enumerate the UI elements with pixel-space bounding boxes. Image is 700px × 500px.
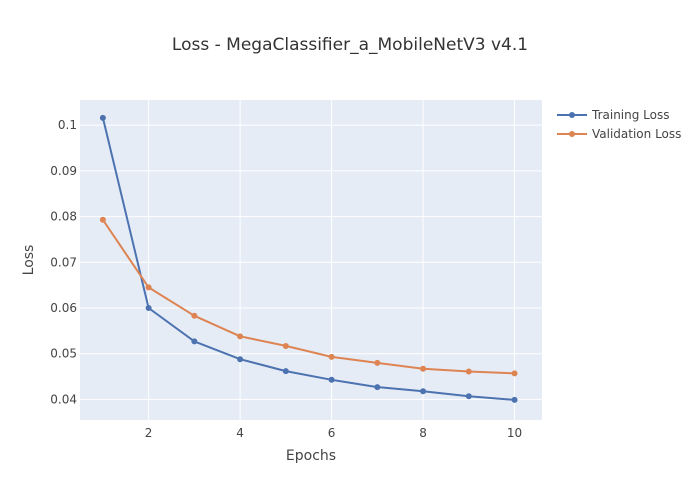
data-point bbox=[282, 368, 289, 375]
y-tick-label: 0.04 bbox=[50, 392, 77, 406]
data-point bbox=[145, 284, 152, 291]
legend-item: Validation Loss bbox=[557, 127, 681, 141]
x-axis-ticks: 2 4 6 8 10 bbox=[145, 426, 522, 440]
y-tick-label: 0.06 bbox=[50, 301, 77, 315]
x-tick-label: 4 bbox=[236, 426, 244, 440]
data-point bbox=[465, 368, 472, 375]
y-tick-label: 0.07 bbox=[50, 255, 77, 269]
data-point bbox=[191, 312, 198, 319]
series-1 bbox=[99, 216, 518, 377]
legend-label: Training Loss bbox=[591, 108, 669, 122]
x-tick-label: 6 bbox=[328, 426, 336, 440]
data-point bbox=[282, 342, 289, 349]
y-tick-label: 0.05 bbox=[50, 347, 77, 361]
chart-title: Loss - MegaClassifier_a_MobileNetV3 v4.1 bbox=[172, 35, 528, 55]
data-point bbox=[237, 333, 244, 340]
data-point bbox=[328, 376, 335, 383]
x-tick-label: 10 bbox=[507, 426, 522, 440]
plot-background bbox=[80, 100, 542, 420]
y-axis-ticks: 0.04 0.05 0.06 0.07 0.08 0.09 0.1 bbox=[50, 118, 77, 406]
series-0 bbox=[99, 114, 518, 403]
data-point bbox=[99, 216, 106, 223]
series-layer bbox=[99, 114, 518, 403]
data-point bbox=[465, 393, 472, 400]
y-tick-label: 0.08 bbox=[50, 210, 77, 224]
x-tick-label: 2 bbox=[145, 426, 153, 440]
x-tick-label: 8 bbox=[419, 426, 427, 440]
data-point bbox=[420, 365, 427, 372]
legend-item: Training Loss bbox=[557, 108, 669, 122]
data-point bbox=[145, 305, 152, 311]
legend: Training Loss Validation Loss bbox=[557, 108, 681, 141]
y-tick-label: 0.09 bbox=[50, 164, 77, 178]
legend-swatch-marker bbox=[569, 112, 575, 118]
data-point bbox=[237, 356, 244, 363]
data-point bbox=[374, 384, 381, 391]
data-point bbox=[511, 370, 518, 377]
y-tick-label: 0.1 bbox=[58, 118, 77, 132]
legend-label: Validation Loss bbox=[592, 127, 681, 141]
legend-swatch-marker bbox=[569, 131, 575, 137]
y-axis-title: Loss bbox=[21, 245, 37, 276]
x-axis-title: Epochs bbox=[286, 448, 336, 464]
data-point bbox=[328, 353, 335, 360]
data-point bbox=[99, 114, 106, 121]
series-line bbox=[102, 219, 515, 375]
data-point bbox=[511, 396, 518, 403]
data-point bbox=[191, 338, 198, 345]
data-point bbox=[374, 359, 381, 366]
series-line bbox=[101, 117, 515, 401]
data-point bbox=[420, 388, 427, 395]
